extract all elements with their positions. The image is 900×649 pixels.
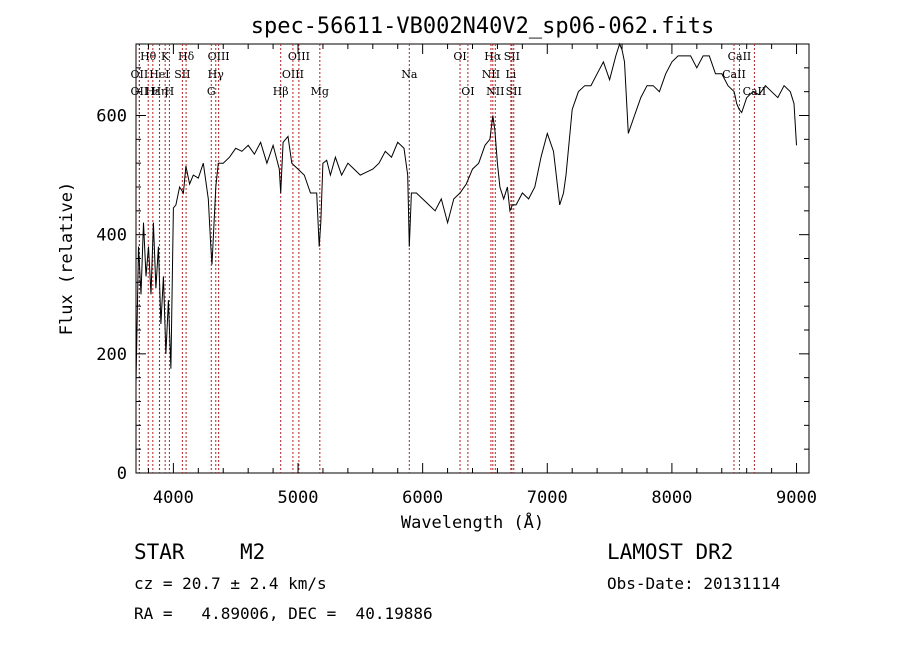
line-marker-label: Mg [311,85,329,98]
redshift-cz: cz = 20.7 ± 2.4 km/s [134,574,327,593]
obs-date: Obs-Date: 20131114 [607,574,781,593]
y-tick-label: 400 [96,226,127,246]
line-marker-label: OII [131,68,149,81]
line-marker-label: SII [506,85,522,98]
y-axis-label: Flux (relative) [57,182,77,336]
line-marker-label: CaII [728,50,752,63]
line-marker-label: SII [174,68,190,81]
line-marker-label: Hθ [140,50,157,63]
line-marker-label: G [207,85,216,98]
y-tick-label: 0 [117,464,127,484]
line-marker-label: CaII [722,68,746,81]
ra-dec: RA = 4.89006, DEC = 40.19886 [134,604,433,623]
y-axis-ticks: 0 200 400 600 [96,43,809,484]
x-axis-label: Wavelength (Å) [401,511,544,533]
line-marker-label: Na [401,68,418,81]
x-tick-label: 4000 [153,488,194,508]
line-marker-label: Hγ [208,68,225,81]
line-marker-label: OIII [288,50,310,63]
line-marker-label: NII [486,85,504,98]
line-marker-label: NII [482,68,500,81]
x-tick-label: 6000 [402,488,443,508]
line-marker-label: OIII [282,68,304,81]
object-type: STAR [134,540,185,564]
line-marker-label: CaII [743,85,767,98]
line-marker-label: Hβ [273,85,289,98]
x-tick-label: 9000 [776,488,817,508]
line-marker-label: OIII [208,50,230,63]
line-marker-label: OI [453,50,466,63]
line-marker-label: OI [461,85,474,98]
survey-name: LAMOST DR2 [607,540,734,564]
line-marker-label: SII [504,50,520,63]
line-marker-label: Hε [145,85,161,98]
line-marker-label: H [165,85,175,98]
line-marker-label: Hα [484,50,502,63]
line-marker-label: Li [505,68,516,81]
line-marker-label: K [161,50,170,63]
line-marker-label: Hη [151,85,167,98]
x-tick-label: 7000 [527,488,568,508]
spectrum-line [135,42,797,384]
line-marker-label: HeI [149,68,169,81]
x-tick-label: 8000 [651,488,692,508]
y-tick-label: 600 [96,107,127,127]
y-tick-label: 200 [96,345,127,365]
plot-frame [135,43,810,474]
chart-title: spec-56611-VB002N40V2_sp06-062.fits [251,14,715,39]
x-axis-ticks: 4000 5000 6000 7000 8000 9000 [147,44,817,508]
object-subclass: M2 [240,540,266,564]
x-tick-label: 5000 [278,488,319,508]
line-marker-label: Hδ [178,50,195,63]
